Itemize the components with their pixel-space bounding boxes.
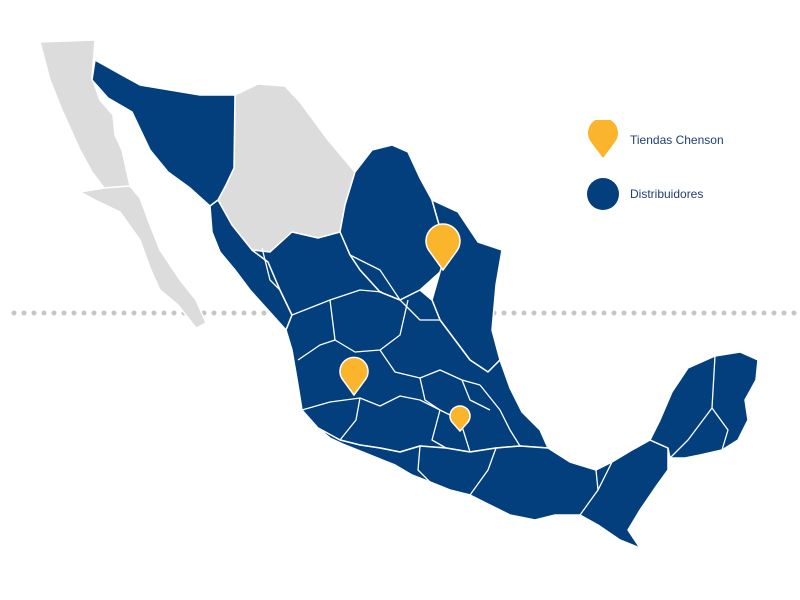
state-border-17: [711, 407, 729, 451]
state-border-3: [297, 339, 336, 361]
legend-label-stores: Tiendas Chenson: [630, 133, 724, 147]
state-border-12: [469, 447, 497, 496]
legend-label-distributors: Distribuidores: [630, 187, 704, 201]
state-border-11: [339, 397, 361, 441]
region-baja-california: [39, 39, 131, 189]
map-legend: Tiendas Chenson Distribuidores: [586, 118, 776, 228]
state-border-14: [597, 461, 613, 491]
store-marker-monterrey[interactable]: [425, 223, 461, 272]
state-border-8: [479, 384, 521, 447]
state-border-9: [461, 379, 491, 411]
region-southern-states: [317, 427, 669, 549]
state-border-7: [431, 409, 447, 449]
state-border-15: [417, 445, 431, 483]
state-border-4: [301, 395, 441, 411]
legend-item-stores: Tiendas Chenson: [586, 118, 776, 160]
region-central-states: [251, 231, 549, 453]
region-chihuahua-durango: [217, 83, 356, 253]
legend-item-distributors: Distribuidores: [586, 174, 776, 214]
state-border-2: [329, 299, 409, 353]
store-marker-mexico-city[interactable]: [449, 405, 471, 433]
state-border-1: [291, 289, 383, 316]
state-border-18: [261, 247, 281, 291]
state-border-10: [399, 299, 440, 321]
pin-icon: [586, 118, 620, 160]
circle-icon: [586, 174, 620, 214]
state-border-19: [349, 254, 401, 301]
state-border-16: [669, 355, 716, 459]
region-yucatan-peninsula: [649, 351, 759, 459]
region-baja-california-sur: [79, 185, 207, 329]
store-marker-guadalajara[interactable]: [339, 356, 369, 397]
state-border-5: [379, 349, 481, 386]
